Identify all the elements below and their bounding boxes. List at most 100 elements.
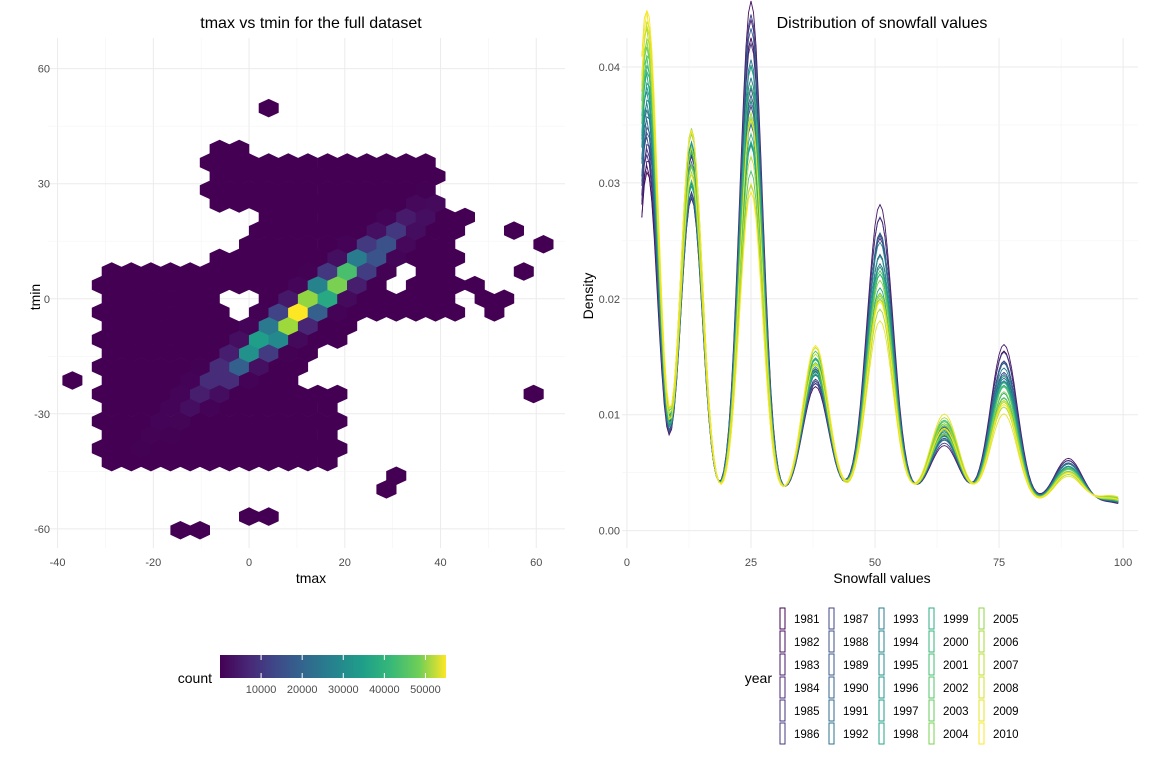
density-x-tick-labels: 0 25 50 75 100 (624, 557, 1132, 569)
year-legend-key (779, 676, 786, 699)
hexbin-cell (209, 330, 230, 349)
hexbin-cell (121, 398, 142, 417)
year-legend-label: 1983 (794, 660, 820, 672)
hexbin-cell (307, 194, 328, 213)
density-line-1986 (641, 104, 1119, 504)
hexbin-cell (317, 262, 338, 281)
hexbin-cell (366, 167, 387, 186)
count-legend-tick-label: 50000 (410, 684, 441, 696)
hexbin-cell (248, 412, 269, 431)
year-legend-key (779, 630, 786, 653)
hexbin-cell (91, 439, 112, 458)
hexbin-cell (356, 207, 377, 227)
hexbin-cell (268, 330, 289, 349)
hexbin-cell (248, 167, 269, 186)
hexbin-cell (278, 316, 299, 336)
hexbin-cell (474, 289, 495, 308)
year-legend-label: 1993 (893, 614, 919, 626)
hexbin-cell (396, 289, 417, 308)
year-legend-key (978, 676, 985, 699)
count-legend: count 10000 20000 30000 40000 50000 (178, 655, 446, 696)
hexbin-cell (376, 235, 397, 254)
hexbin-cell (229, 167, 250, 186)
hexbin-cell (386, 303, 407, 322)
year-legend-key (928, 699, 935, 722)
hexbin-cell (239, 371, 260, 390)
hexbin-cell (307, 248, 328, 268)
hexbin-cell (396, 180, 417, 200)
hexbin-cell (121, 262, 142, 281)
year-legend-key (828, 607, 835, 630)
hexbin-cell (297, 207, 318, 227)
hexbin-cell (376, 153, 397, 172)
count-legend-tick-label: 40000 (369, 684, 400, 696)
hexbin-cell (170, 303, 191, 322)
hexbin-cell (356, 235, 377, 254)
hexbin-cell (454, 207, 475, 227)
hexbin-cell (288, 248, 309, 268)
year-legend-key (878, 699, 885, 722)
hexbin-cell (278, 289, 299, 308)
hexbin-cell (219, 262, 240, 281)
hexbin-cell (209, 194, 230, 213)
hexbin-cell (297, 398, 318, 417)
hexbin-cell (131, 275, 152, 295)
hexbin-cell (140, 452, 161, 472)
hexbin-cell (121, 452, 142, 472)
hexbin-cell (268, 384, 289, 404)
hexbin-cell (239, 235, 260, 254)
density-x-tick-label: 100 (1114, 557, 1132, 569)
density-line-2001 (641, 56, 1119, 499)
year-legend-label: 2004 (943, 729, 969, 741)
hexbin-cell (386, 167, 407, 186)
year-legend-key (978, 722, 985, 745)
hexbin-cell (160, 289, 181, 308)
count-legend-ticks: 10000 20000 30000 40000 50000 (246, 655, 441, 696)
hexbin-cell (190, 303, 210, 322)
hexbin-cell (268, 167, 289, 186)
density-y-axis-title: Density (580, 273, 596, 320)
density-line-2005 (641, 37, 1119, 502)
hexbin-cell (229, 248, 250, 268)
density-line-1982 (641, 0, 1119, 503)
hexbin-cell (425, 275, 446, 295)
hexbin-cell (160, 452, 181, 472)
year-legend-key (928, 630, 935, 653)
hexbin-cell (199, 452, 220, 472)
hexbin-cell (317, 153, 338, 172)
year-legend-label: 2002 (943, 683, 969, 695)
hexbin-cell (160, 262, 181, 281)
hexbin-cell (209, 357, 230, 377)
hexbin-cell (268, 439, 289, 458)
hexbin-cell (347, 167, 367, 186)
hexbin-cell (140, 262, 161, 281)
count-legend-title: count (178, 670, 212, 686)
hexbin-cell (239, 153, 260, 172)
year-legend-key (828, 653, 835, 676)
hexbin-cell (415, 153, 436, 172)
year-legend-key (878, 607, 885, 630)
density-x-tick-label: 75 (993, 557, 1005, 569)
hexbin-cell (337, 153, 358, 172)
density-title: Distribution of snowfall values (777, 15, 988, 32)
hexbin-cell (248, 330, 269, 349)
hexbin-cell (62, 371, 83, 390)
year-legend-key (779, 653, 786, 676)
hexbin-cell (405, 248, 426, 268)
hexbin-cell (297, 262, 318, 281)
hexbin-cell (248, 248, 269, 268)
density-x-axis-title: Snowfall values (833, 570, 930, 586)
hexbin-cell (170, 412, 191, 431)
hexbin-cell (190, 439, 210, 458)
year-legend-label: 1996 (893, 683, 919, 695)
hexbin-cell (258, 507, 279, 526)
density-lines (641, 0, 1119, 505)
hexbin-cell (504, 221, 524, 240)
hexbin-cell (219, 316, 240, 336)
hexbin-cell (297, 153, 318, 172)
hexbin-cell (396, 235, 417, 254)
hexbin-cell (91, 357, 112, 377)
hexbin-cells (62, 98, 554, 540)
hexbin-cell (347, 303, 367, 322)
hexbin-cell (288, 330, 309, 349)
